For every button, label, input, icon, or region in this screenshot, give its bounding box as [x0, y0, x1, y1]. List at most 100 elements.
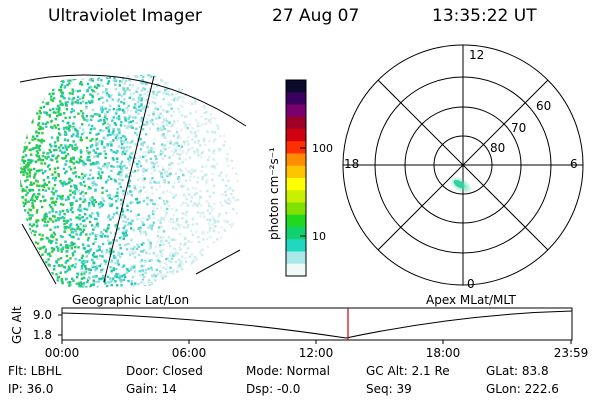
emission-pixel: [157, 230, 160, 233]
emission-pixel: [217, 220, 220, 223]
emission-pixel: [74, 128, 77, 132]
emission-pixel: [172, 143, 175, 147]
emission-pixel: [34, 271, 37, 275]
emission-pixel: [214, 221, 217, 224]
emission-pixel: [25, 227, 29, 230]
status-glon: GLon: 222.6: [486, 382, 559, 396]
emission-pixel: [22, 264, 25, 268]
emission-pixel: [43, 224, 46, 227]
emission-pixel: [181, 100, 185, 103]
emission-pixel: [182, 173, 185, 177]
emission-pixel: [179, 136, 182, 140]
emission-pixel: [131, 252, 134, 255]
emission-pixel: [160, 172, 163, 175]
emission-pixel: [137, 213, 140, 216]
emission-pixel: [231, 189, 235, 192]
emission-pixel: [64, 146, 68, 149]
lat-label-70: 70: [511, 121, 526, 135]
emission-pixel: [53, 144, 57, 148]
emission-pixel: [65, 170, 68, 173]
emission-pixel: [214, 224, 217, 228]
emission-pixel: [154, 155, 157, 158]
emission-pixel: [72, 191, 75, 194]
emission-pixel: [149, 244, 152, 247]
emission-pixel: [24, 245, 28, 248]
emission-pixel: [34, 272, 37, 275]
emission-pixel: [109, 140, 112, 144]
emission-pixel: [116, 150, 119, 153]
emission-pixel: [66, 210, 69, 213]
emission-pixel: [185, 202, 188, 205]
emission-pixel: [216, 271, 219, 275]
emission-pixel: [118, 177, 121, 181]
emission-pixel: [52, 111, 55, 114]
emission-pixel: [115, 110, 119, 113]
emission-pixel: [208, 223, 211, 227]
emission-pixel: [85, 233, 88, 236]
emission-pixel: [109, 249, 112, 252]
emission-pixel: [197, 176, 200, 179]
emission-pixel: [162, 70, 164, 72]
emission-pixel: [199, 144, 202, 147]
emission-pixel: [189, 90, 192, 93]
emission-pixel: [96, 83, 100, 87]
emission-pixel: [41, 205, 44, 209]
emission-pixel: [72, 133, 75, 136]
emission-pixel: [101, 110, 104, 114]
emission-pixel: [20, 138, 23, 141]
emission-pixel: [140, 116, 144, 120]
emission-pixel: [175, 223, 178, 226]
emission-pixel: [106, 164, 109, 168]
emission-pixel: [82, 276, 86, 280]
emission-pixel: [95, 113, 98, 116]
emission-pixel: [35, 179, 38, 182]
emission-pixel: [94, 217, 97, 220]
emission-pixel: [214, 273, 218, 276]
emission-pixel: [71, 71, 73, 73]
emission-pixel: [87, 186, 91, 189]
emission-pixel: [21, 74, 25, 77]
emission-pixel: [55, 241, 58, 245]
emission-pixel: [122, 193, 125, 196]
emission-pixel: [48, 148, 51, 152]
emission-pixel: [47, 258, 50, 261]
emission-pixel: [196, 124, 199, 127]
emission-pixel: [172, 134, 176, 137]
emission-pixel: [68, 124, 71, 127]
emission-pixel: [118, 84, 121, 87]
emission-pixel: [26, 172, 29, 175]
emission-pixel: [221, 121, 224, 125]
emission-pixel: [23, 115, 26, 118]
emission-pixel: [131, 119, 135, 123]
emission-pixel: [159, 149, 163, 153]
emission-pixel: [50, 240, 53, 243]
emission-pixel: [114, 256, 117, 259]
emission-pixel: [58, 146, 61, 149]
emission-pixel: [125, 106, 128, 110]
emission-pixel: [238, 245, 240, 248]
emission-pixel: [169, 103, 173, 106]
emission-pixel: [186, 225, 189, 229]
emission-pixel: [63, 222, 66, 226]
emission-pixel: [74, 289, 76, 291]
emission-pixel: [189, 200, 193, 203]
emission-pixel: [217, 231, 220, 234]
emission-pixel: [70, 144, 74, 147]
emission-pixel: [222, 289, 224, 291]
emission-pixel: [144, 251, 148, 254]
emission-pixel: [183, 143, 187, 146]
emission-pixel: [88, 78, 92, 82]
emission-pixel: [200, 169, 204, 173]
emission-pixel: [164, 215, 167, 218]
emission-pixel: [113, 133, 116, 136]
emission-pixel: [33, 176, 36, 179]
emission-pixel: [155, 74, 158, 77]
emission-pixel: [105, 88, 108, 91]
emission-pixel: [120, 80, 123, 83]
emission-pixel: [38, 192, 41, 196]
emission-pixel: [80, 231, 83, 235]
emission-pixel: [28, 107, 31, 110]
emission-pixel: [146, 90, 149, 94]
emission-pixel: [117, 98, 121, 101]
emission-pixel: [66, 100, 70, 104]
